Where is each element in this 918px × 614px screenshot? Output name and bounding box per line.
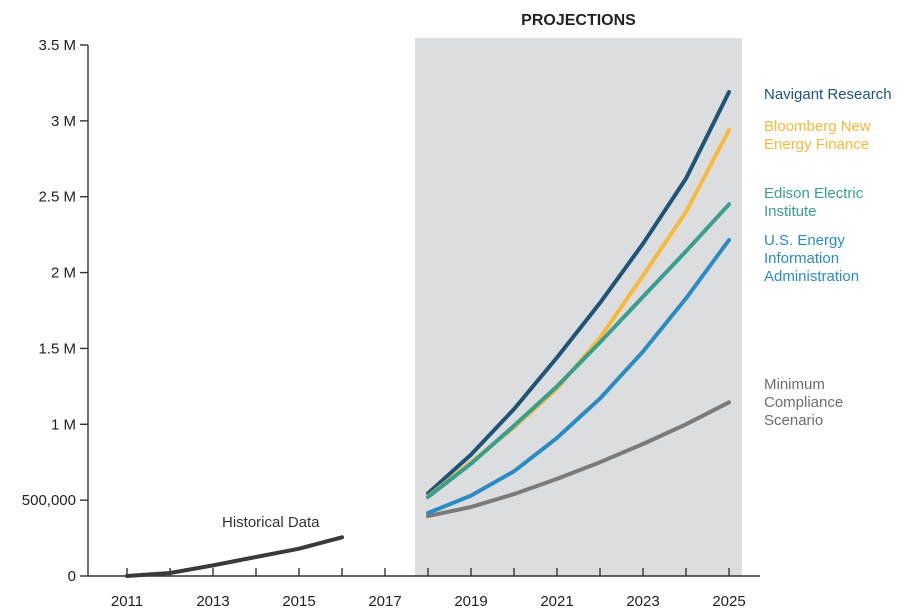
series-label-bloomberg-new-energy-finance: Bloomberg New Energy Finance: [764, 118, 871, 153]
x-tick-label: 2013: [196, 593, 229, 610]
series-line-historical-data: [125, 535, 344, 578]
series-label-minimum-compliance-scenario: Minimum Compliance Scenario: [764, 376, 843, 429]
series-label-line: Administration: [764, 268, 859, 285]
y-tick-label: 1 M: [51, 416, 76, 433]
axes: [87, 45, 760, 577]
series-labels: Historical Data Navigant Research Bloomber…: [222, 86, 892, 531]
series-lines: [125, 90, 731, 578]
series-label-edison-electric-institute: Edison Electric Institute: [764, 185, 864, 220]
y-tick-label: 3 M: [51, 113, 76, 130]
x-tick-label: 2017: [368, 593, 401, 610]
x-tick-label: 2025: [712, 593, 745, 610]
y-tick-label: 2 M: [51, 265, 76, 282]
x-tick-label: 2023: [626, 593, 659, 610]
x-tick-label: 2011: [111, 593, 143, 610]
series-line-u-s-energy-information-administration: [426, 238, 731, 515]
series-label-line: Minimum: [764, 376, 825, 393]
projection-title: PROJECTIONS: [521, 12, 636, 29]
series-label-line: Information: [764, 250, 839, 267]
x-ticks: 2011 2013 2015 2017 2019 2021 2023 2025: [111, 568, 746, 610]
y-ticks: 0 500,000 1 M 1.5 M 2 M 2.5 M 3 M 3.5 M: [22, 37, 88, 585]
projection-region: [415, 38, 742, 576]
series-label-line: U.S. Energy: [764, 232, 845, 249]
series-label-historical-data: Historical Data: [222, 514, 320, 531]
series-label-line: Navigant Research: [764, 86, 892, 103]
y-tick-label: 3.5 M: [38, 37, 76, 54]
y-tick-label: 1.5 M: [38, 340, 76, 357]
series-line-minimum-compliance-scenario: [426, 400, 731, 519]
series-label-line: Scenario: [764, 412, 823, 429]
series-label-line: Energy Finance: [764, 136, 869, 153]
series-label-line: Compliance: [764, 394, 843, 411]
x-tick-label: 2021: [540, 593, 573, 610]
x-tick-label: 2019: [454, 593, 487, 610]
series-label-line: Institute: [764, 203, 817, 220]
series-label-navigant-research: Navigant Research: [764, 86, 892, 103]
series-label-line: Historical Data: [222, 514, 320, 531]
series-label-line: Bloomberg New: [764, 118, 871, 135]
series-label-u-s-energy-information-administration: U.S. Energy Information Administration: [764, 232, 859, 285]
series-label-line: Edison Electric: [764, 185, 864, 202]
series-line-navigant-research: [426, 90, 731, 496]
x-tick-label: 2015: [282, 593, 315, 610]
y-tick-label: 500,000: [22, 492, 76, 509]
y-tick-label: 0: [68, 568, 76, 585]
series-line-edison-electric-institute: [426, 202, 731, 500]
y-tick-label: 2.5 M: [38, 189, 76, 206]
